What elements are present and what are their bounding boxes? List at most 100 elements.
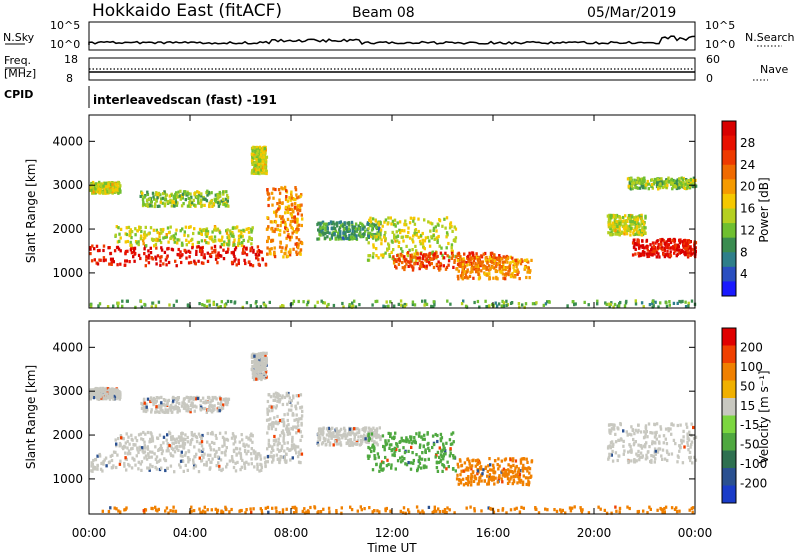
power-cell — [339, 220, 342, 224]
power-cell — [666, 183, 669, 187]
power-cell — [411, 268, 415, 272]
velocity-cell — [194, 435, 198, 439]
velocity-cell — [118, 462, 122, 466]
power-cell — [669, 253, 672, 258]
velocity-cell — [179, 459, 183, 463]
power-cell — [518, 305, 521, 309]
power-cell — [338, 234, 342, 239]
power-cell — [546, 300, 549, 304]
velocity-cell — [164, 410, 168, 414]
power-cell — [164, 258, 168, 262]
power-cell — [197, 201, 200, 205]
power-cell — [285, 244, 288, 248]
velocity-cell — [295, 451, 298, 455]
velocity-cell — [253, 354, 256, 358]
velocity-cell — [318, 429, 321, 433]
velocity-cell — [217, 455, 220, 459]
power-cell — [672, 301, 676, 305]
power-cell — [333, 222, 336, 226]
velocity-cell — [232, 460, 235, 464]
power-cell — [450, 246, 453, 250]
power-cell — [187, 234, 190, 238]
power-cell — [204, 197, 207, 201]
power-cell — [233, 226, 237, 230]
power-cell — [174, 192, 177, 196]
power-cell — [380, 238, 383, 242]
power-cell — [185, 238, 188, 242]
power-cell — [185, 256, 188, 260]
velocity-cell — [99, 394, 102, 398]
power-cell — [292, 210, 295, 214]
power-cell — [319, 226, 322, 230]
velocity-cell — [160, 447, 163, 451]
velocity-cell — [154, 465, 157, 470]
velocity-cell — [261, 359, 264, 363]
power-cell — [407, 230, 410, 235]
power-cell — [216, 227, 220, 231]
power-cell — [650, 248, 653, 252]
velocity-cell — [128, 452, 132, 456]
power-cell — [400, 235, 403, 239]
velocity-cell — [448, 454, 452, 458]
velocity-cell — [255, 363, 259, 368]
power-cell — [306, 300, 310, 305]
power-cell — [378, 227, 381, 231]
power-cell — [614, 215, 617, 219]
power-cell — [400, 229, 403, 233]
power-cell — [669, 250, 672, 254]
power-cell — [689, 178, 693, 182]
power-cell — [294, 201, 297, 206]
velocity-cell — [442, 442, 445, 446]
power-cell — [678, 299, 681, 304]
power-cell — [477, 267, 480, 271]
power-cell — [145, 255, 148, 259]
power-cell — [664, 184, 667, 188]
power-cell — [458, 264, 462, 268]
power-cell — [321, 229, 324, 233]
power-cell — [658, 255, 661, 259]
power-cell — [116, 240, 120, 244]
power-cell — [286, 210, 290, 214]
power-cell — [319, 222, 322, 226]
power-cell — [663, 246, 666, 250]
velocity-cell — [186, 456, 190, 460]
power-cell — [237, 261, 240, 266]
velocity-cell — [101, 461, 104, 465]
power-cell — [399, 299, 403, 303]
velocity-cell — [367, 445, 370, 450]
velocity-cell — [276, 399, 279, 403]
velocity-cell — [317, 432, 320, 436]
power-cell — [322, 222, 326, 226]
power-cell — [397, 240, 401, 244]
power-cell — [508, 264, 512, 268]
velocity-cell — [224, 431, 227, 435]
power-cell — [291, 302, 294, 306]
power-cell — [666, 245, 669, 250]
velocity-cell — [123, 461, 126, 466]
power-cell — [299, 240, 302, 244]
power-cell — [616, 232, 619, 236]
velocity-cell — [519, 461, 523, 465]
power-cell — [263, 303, 266, 307]
power-cell — [480, 260, 483, 264]
power-cell — [136, 229, 139, 233]
velocity-cell — [109, 392, 113, 396]
power-cell — [214, 248, 217, 252]
velocity-cell — [260, 360, 264, 365]
power-cell — [655, 255, 658, 259]
power-cell — [428, 244, 432, 248]
velocity-cell — [96, 389, 99, 394]
velocity-cell — [176, 398, 180, 402]
velocity-cell — [282, 422, 286, 426]
velocity-cell — [264, 464, 267, 468]
power-cell — [89, 247, 92, 251]
power-cell — [425, 264, 428, 268]
velocity-cell — [135, 439, 139, 443]
power-cell — [441, 253, 444, 257]
power-cell — [384, 230, 387, 235]
velocity-cell — [344, 436, 347, 440]
velocity-cell — [232, 448, 236, 452]
power-cell — [177, 190, 180, 194]
power-cell — [253, 146, 256, 150]
velocity-cell — [287, 391, 290, 396]
